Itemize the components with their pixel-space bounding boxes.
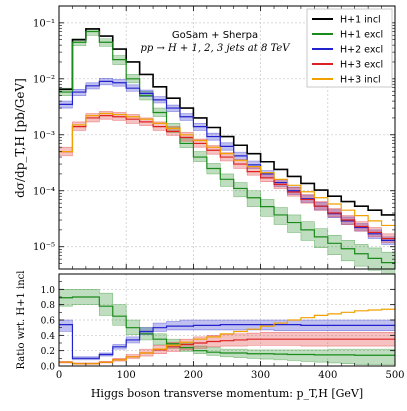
main-series-h-3-excl — [59, 115, 395, 240]
main-grid — [58, 6, 396, 269]
chart-title: GoSam + Sherpa — [172, 30, 258, 41]
main-series-h-2-excl — [59, 80, 395, 241]
x-axis-label: Higgs boson transverse momentum: p_T,H [… — [91, 387, 363, 400]
ratio-series-h-1-excl — [59, 296, 395, 356]
legend-label-h-2-excl: H+2 excl — [340, 45, 383, 56]
legend-label-h-1-incl: H+1 incl — [340, 15, 381, 26]
main-plot-frame — [58, 5, 396, 270]
legend-label-h-1-excl: H+1 excl — [340, 30, 383, 41]
main-y-tick-label: 10⁻¹ — [33, 18, 55, 29]
ratio-series-h-3-incl — [59, 308, 395, 365]
x-tick-label: 100 — [117, 370, 136, 381]
ratio-y-tick-label: 1.0 — [41, 286, 56, 296]
ratio-y-tick-label: 0.6 — [41, 317, 56, 327]
x-tick-label: 400 — [318, 370, 337, 381]
chart-subtitle: pp → H + 1, 2, 3 jets at 8 TeV — [140, 43, 291, 54]
main-y-tick-label: 10⁻⁴ — [33, 186, 55, 197]
ratio-y-tick-label: 0.4 — [41, 332, 56, 342]
ratio-lines — [59, 296, 395, 365]
main-y-tick-label: 10⁻² — [33, 74, 55, 85]
main-y-axis-label: dσ/dp_T,H [pb/GeV] — [13, 78, 27, 198]
main-y-tick-label: 10⁻⁵ — [33, 242, 55, 253]
main-series-h-3-incl — [59, 112, 395, 227]
legend-label-h-3-excl: H+3 excl — [340, 60, 383, 71]
legend-label-h-3-incl: H+3 incl — [340, 75, 381, 86]
ratio-plot-frame — [58, 273, 396, 367]
main-series-h-1-excl — [59, 30, 395, 264]
ratio-series-h-2-excl — [59, 324, 395, 359]
ratio-y-axis-label: Ratio wrt. H+1 incl — [16, 271, 27, 370]
main-lines — [59, 28, 395, 264]
main-panel: 10⁻⁵10⁻⁴10⁻³10⁻²10⁻¹ dσ/dp_T,H [pb/GeV] … — [13, 5, 396, 275]
ratio-y-tick-label: 0.8 — [41, 301, 56, 311]
ratio-y-tick-label: 0.0 — [41, 363, 56, 373]
ratio-x-ticks: 0 100 200 300 400 500 — [56, 361, 405, 381]
main-y-tick-label: 10⁻³ — [33, 130, 55, 141]
ratio-y-tick-label: 0.2 — [41, 347, 55, 357]
legend: H+1 incl H+1 excl H+2 excl H+3 excl H+3 incl — [306, 8, 393, 88]
x-tick-label: 0 — [56, 370, 62, 381]
main-series-h-1-incl — [59, 28, 395, 216]
ratio-y-ticks: 0.0 0.2 0.4 0.6 0.8 1.0 — [41, 281, 395, 373]
x-tick-label: 500 — [385, 370, 404, 381]
ratio-panel: 0.0 0.2 0.4 0.6 0.8 1.0 0 100 200 300 400 500 Rati… — [16, 271, 405, 400]
x-tick-label: 300 — [251, 370, 270, 381]
x-tick-label: 200 — [184, 370, 203, 381]
